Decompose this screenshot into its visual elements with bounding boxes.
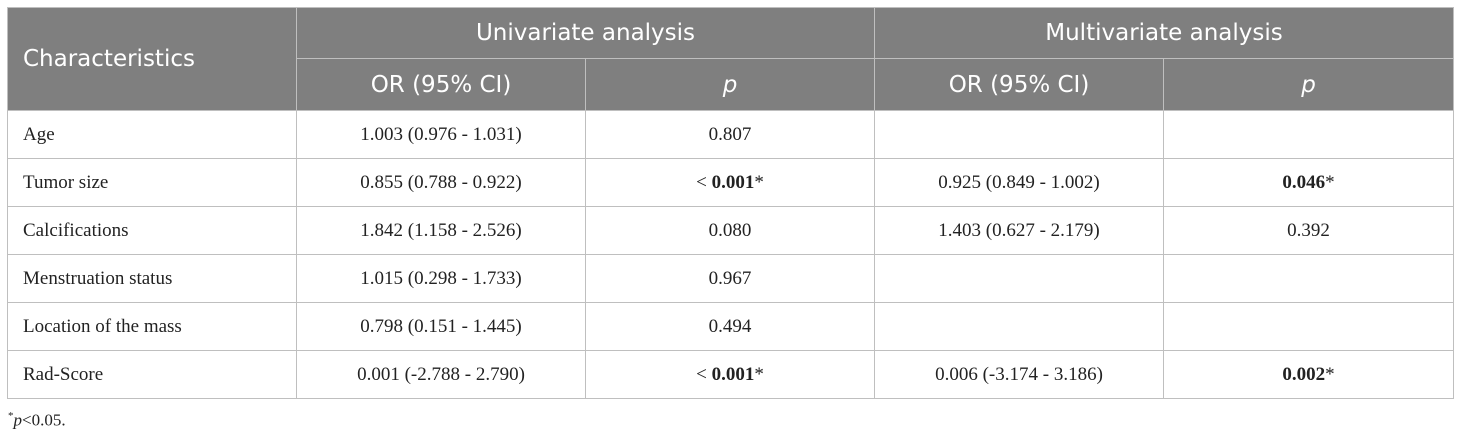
uni-p-cell: 0.967 — [585, 254, 875, 303]
header-row-2: OR (95% CI) p OR (95% CI) p — [8, 58, 1454, 111]
results-table: Characteristics Univariate analysis Mult… — [7, 7, 1454, 399]
uni-or-cell: 0.855 (0.788 - 0.922) — [296, 158, 586, 207]
row-label: Tumor size — [7, 158, 297, 207]
uni-or-cell: 0.001 (-2.788 - 2.790) — [296, 350, 586, 399]
header-univariate: Univariate analysis — [296, 7, 875, 59]
multi-p-cell — [1163, 110, 1454, 159]
multi-p-value: 0.002 — [1282, 363, 1326, 385]
footnote: *p<0.05. — [8, 410, 66, 431]
uni-or-cell: 0.798 (0.151 - 1.445) — [296, 302, 586, 351]
footnote-marker: * — [8, 410, 14, 422]
multi-or-cell: 0.006 (-3.174 - 3.186) — [874, 350, 1164, 399]
multi-p-sig: * — [1325, 363, 1335, 385]
uni-or-cell: 1.003 (0.976 - 1.031) — [296, 110, 586, 159]
footnote-p: p — [13, 410, 23, 430]
footnote-text: <0.05. — [22, 410, 66, 430]
table-row: Rad-Score 0.001 (-2.788 - 2.790) < 0.001* 0… — [7, 350, 1454, 399]
multi-p-value: 0.392 — [1287, 219, 1330, 241]
multi-p-cell — [1163, 302, 1454, 351]
table-body: Age 1.003 (0.976 - 1.031) 0.807 Tumor size 0… — [7, 110, 1454, 399]
uni-p-cell: < 0.001* — [585, 350, 875, 399]
table-row: Tumor size 0.855 (0.788 - 0.922) < 0.001* 0… — [7, 158, 1454, 207]
row-label: Calcifications — [7, 206, 297, 255]
uni-p-value: 0.001 — [711, 363, 755, 385]
multi-or-cell — [874, 254, 1164, 303]
uni-p-prefix: < — [696, 171, 712, 193]
header-uni-p: p — [585, 58, 875, 111]
multi-or-cell: 0.925 (0.849 - 1.002) — [874, 158, 1164, 207]
multi-p-cell: 0.002* — [1163, 350, 1454, 399]
uni-p-value: 0.807 — [708, 123, 752, 145]
uni-p-cell: < 0.001* — [585, 158, 875, 207]
row-label: Age — [7, 110, 297, 159]
multi-p-cell: 0.392 — [1163, 206, 1454, 255]
uni-p-cell: 0.807 — [585, 110, 875, 159]
uni-p-value: 0.080 — [708, 219, 752, 241]
uni-p-cell: 0.494 — [585, 302, 875, 351]
multi-p-value: 0.046 — [1282, 171, 1326, 193]
header-multi-p: p — [1163, 58, 1454, 111]
row-label: Menstruation status — [7, 254, 297, 303]
multi-p-cell: 0.046* — [1163, 158, 1454, 207]
table-header: Characteristics Univariate analysis Mult… — [7, 7, 1454, 111]
multi-p-cell — [1163, 254, 1454, 303]
multi-or-cell — [874, 110, 1164, 159]
uni-or-cell: 1.015 (0.298 - 1.733) — [296, 254, 586, 303]
header-multivariate: Multivariate analysis — [874, 7, 1454, 59]
table-row: Location of the mass 0.798 (0.151 - 1.445… — [7, 302, 1454, 351]
uni-p-prefix: < — [696, 363, 712, 385]
table-row: Calcifications 1.842 (1.158 - 2.526) 0.080… — [7, 206, 1454, 255]
multi-p-sig: * — [1325, 171, 1335, 193]
table-row: Age 1.003 (0.976 - 1.031) 0.807 — [7, 110, 1454, 159]
row-label: Rad-Score — [7, 350, 297, 399]
header-row-1: Characteristics Univariate analysis Mult… — [7, 7, 1454, 111]
uni-p-sig: * — [754, 171, 764, 193]
uni-p-value: 0.967 — [708, 267, 752, 289]
uni-p-value: 0.494 — [708, 315, 752, 337]
uni-or-cell: 1.842 (1.158 - 2.526) — [296, 206, 586, 255]
header-characteristics: Characteristics — [7, 7, 297, 111]
multi-or-cell: 1.403 (0.627 - 2.179) — [874, 206, 1164, 255]
header-multi-or: OR (95% CI) — [874, 58, 1164, 111]
header-uni-or: OR (95% CI) — [296, 58, 586, 111]
uni-p-cell: 0.080 — [585, 206, 875, 255]
multi-or-cell — [874, 302, 1164, 351]
uni-p-sig: * — [754, 363, 764, 385]
table-row: Menstruation status 1.015 (0.298 - 1.733)… — [7, 254, 1454, 303]
row-label: Location of the mass — [7, 302, 297, 351]
uni-p-value: 0.001 — [711, 171, 755, 193]
